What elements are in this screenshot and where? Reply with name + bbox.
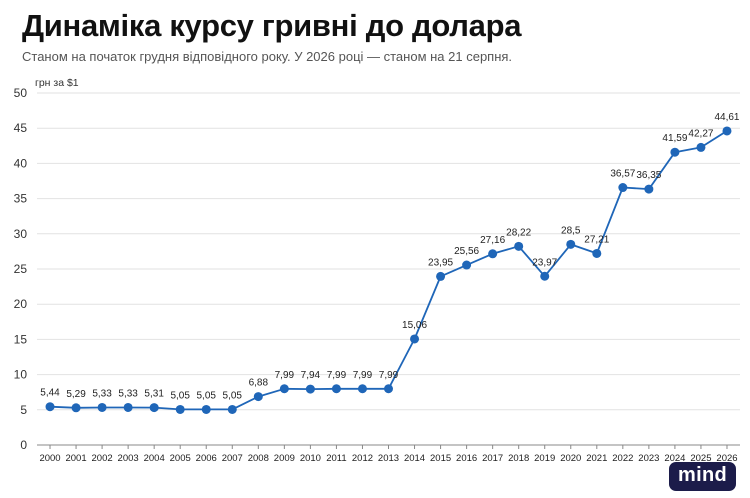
x-tick-label: 2019 [534, 453, 555, 464]
x-tick-label: 2016 [456, 453, 477, 464]
data-label: 28,5 [561, 225, 581, 236]
data-point [357, 384, 367, 394]
x-tick-label: 2006 [196, 453, 217, 464]
data-point [279, 384, 289, 394]
data-point [670, 147, 680, 157]
x-tick-label: 2024 [664, 453, 685, 464]
chart-title: Динаміка курсу гривні до долара [22, 8, 522, 43]
data-label: 5,31 [144, 389, 164, 400]
data-label: 5,44 [40, 388, 60, 399]
data-point [462, 260, 472, 270]
data-label: 5,33 [118, 388, 138, 399]
data-point [722, 126, 732, 136]
data-label: 41,59 [662, 133, 687, 144]
y-tick-label: 0 [20, 438, 27, 452]
data-point [253, 392, 263, 402]
x-tick-label: 2026 [716, 453, 737, 464]
data-label: 7,99 [353, 370, 373, 381]
y-tick-label: 20 [14, 297, 28, 311]
x-tick-label: 2008 [248, 453, 269, 464]
x-tick-label: 2011 [326, 453, 346, 464]
data-point [696, 142, 706, 152]
data-point [566, 239, 576, 249]
data-label: 23,95 [428, 257, 453, 268]
data-label: 7,99 [379, 370, 399, 381]
data-label: 7,99 [327, 370, 347, 381]
data-point [97, 402, 107, 412]
y-tick-label: 45 [14, 121, 28, 135]
data-label: 27,21 [584, 234, 609, 245]
data-label: 44,61 [714, 112, 739, 123]
data-point [592, 248, 602, 258]
y-tick-label: 30 [14, 227, 28, 241]
data-label: 28,22 [506, 227, 531, 238]
mind-logo: mind [669, 462, 736, 491]
x-tick-label: 2001 [65, 453, 86, 464]
y-tick-label: 25 [14, 262, 28, 276]
data-label: 7,99 [275, 370, 295, 381]
x-tick-label: 2002 [92, 453, 113, 464]
data-label: 15,06 [402, 320, 427, 331]
x-tick-label: 2003 [118, 453, 139, 464]
data-point [331, 384, 341, 394]
data-point [618, 183, 628, 193]
data-label: 25,56 [454, 246, 479, 257]
x-tick-label: 2012 [352, 453, 373, 464]
x-tick-label: 2023 [638, 453, 659, 464]
data-label: 36,57 [610, 169, 635, 180]
y-tick-label: 35 [14, 192, 28, 206]
x-tick-label: 2013 [378, 453, 399, 464]
data-label: 36,35 [636, 170, 661, 181]
x-tick-label: 2025 [690, 453, 711, 464]
data-point [436, 271, 446, 281]
data-point [175, 404, 185, 414]
data-point [71, 403, 81, 413]
data-point [644, 184, 654, 194]
y-tick-label: 40 [14, 156, 28, 170]
x-tick-label: 2020 [560, 453, 581, 464]
x-tick-label: 2004 [144, 453, 165, 464]
x-tick-label: 2005 [170, 453, 191, 464]
data-label: 6,88 [249, 378, 269, 389]
data-point [488, 249, 498, 259]
data-point [201, 404, 211, 414]
x-tick-label: 2007 [222, 453, 243, 464]
x-tick-label: 2018 [508, 453, 529, 464]
data-point [384, 384, 393, 394]
data-point [123, 402, 133, 412]
data-label: 7,94 [301, 370, 321, 381]
y-tick-label: 50 [14, 86, 28, 100]
y-axis-label: грн за $1 [35, 77, 79, 89]
x-tick-label: 2015 [430, 453, 451, 464]
chart-subtitle: Станом на початок грудня відповідного ро… [22, 49, 513, 64]
y-tick-label: 5 [20, 403, 27, 417]
y-tick-label: 15 [14, 332, 28, 346]
data-label: 5,05 [197, 390, 217, 401]
data-point [227, 404, 237, 414]
data-point [514, 241, 524, 251]
data-label: 5,05 [223, 390, 243, 401]
data-point [410, 334, 420, 344]
data-label: 27,16 [480, 235, 505, 246]
data-point [149, 403, 159, 413]
x-tick-label: 2014 [404, 453, 425, 464]
data-label: 5,33 [92, 388, 112, 399]
data-point [45, 402, 55, 412]
y-tick-label: 10 [14, 368, 28, 382]
x-tick-label: 2017 [482, 453, 503, 464]
x-tick-label: 2021 [586, 453, 607, 464]
data-point [305, 384, 315, 394]
x-tick-label: 2009 [274, 453, 295, 464]
x-tick-label: 2010 [300, 453, 321, 464]
x-tick-label: 2022 [612, 453, 633, 464]
data-label: 42,27 [688, 128, 713, 139]
data-point [540, 271, 550, 281]
data-label: 5,05 [170, 390, 190, 401]
x-tick-label: 2000 [39, 453, 60, 464]
data-label: 23,97 [532, 257, 557, 268]
data-label: 5,29 [66, 389, 86, 400]
